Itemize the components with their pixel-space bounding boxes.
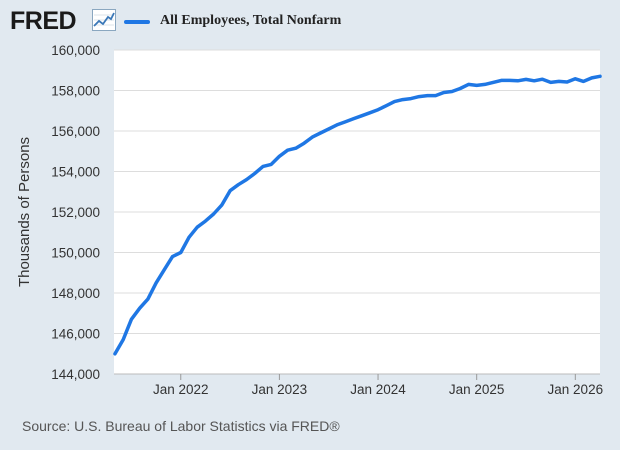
data-point[interactable] xyxy=(393,100,396,103)
data-point[interactable] xyxy=(335,123,339,127)
x-tick-label: Jan 2026 xyxy=(548,382,604,397)
data-point[interactable] xyxy=(549,81,552,84)
data-point[interactable] xyxy=(344,120,347,124)
data-point[interactable] xyxy=(245,178,248,181)
x-tick-label: Jan 2022 xyxy=(153,382,209,397)
data-point[interactable] xyxy=(582,80,585,83)
data-point[interactable] xyxy=(130,318,133,321)
data-point[interactable] xyxy=(475,84,478,87)
data-point[interactable] xyxy=(146,297,150,301)
data-point[interactable] xyxy=(261,165,265,168)
trend-line-icon xyxy=(92,9,116,31)
legend-swatch xyxy=(124,20,150,24)
y-tick-label: 146,000 xyxy=(51,327,100,342)
y-tick-label: 154,000 xyxy=(51,165,100,180)
data-point[interactable] xyxy=(204,219,207,223)
data-point[interactable] xyxy=(360,114,363,118)
data-point[interactable] xyxy=(163,268,166,271)
series-layer xyxy=(113,74,602,356)
data-point[interactable] xyxy=(598,75,602,78)
data-point[interactable] xyxy=(459,87,462,90)
y-tick-label: 160,000 xyxy=(51,43,100,58)
x-tick-label: Jan 2024 xyxy=(350,382,406,397)
data-point[interactable] xyxy=(417,95,421,98)
grid-lines xyxy=(114,49,600,375)
chart-header: FRED All Employees, Total Nonfarm xyxy=(10,6,610,36)
y-axis-label: Thousands of Persons xyxy=(16,137,33,287)
data-point[interactable] xyxy=(533,79,536,83)
data-point[interactable] xyxy=(171,255,174,258)
data-point[interactable] xyxy=(409,97,413,100)
x-axis-ticks: Jan 2022 Jan 2023 Jan 2024 Jan 2025 Jan 2026 xyxy=(153,374,603,397)
data-point[interactable] xyxy=(368,111,371,115)
data-point[interactable] xyxy=(122,338,125,341)
data-point[interactable] xyxy=(278,155,281,158)
data-point[interactable] xyxy=(376,108,380,111)
data-point[interactable] xyxy=(442,91,445,94)
data-point[interactable] xyxy=(541,78,544,81)
data-point[interactable] xyxy=(590,76,593,80)
y-tick-label: 156,000 xyxy=(51,124,100,139)
data-point[interactable] xyxy=(253,172,256,175)
data-point[interactable] xyxy=(524,78,528,81)
data-point[interactable] xyxy=(385,104,388,107)
data-point[interactable] xyxy=(565,80,569,84)
data-point[interactable] xyxy=(500,79,503,82)
data-point[interactable] xyxy=(311,135,314,139)
x-tick-label: Jan 2023 xyxy=(252,382,308,397)
data-point[interactable] xyxy=(228,189,232,192)
data-point[interactable] xyxy=(237,183,240,186)
y-tick-label: 152,000 xyxy=(51,205,100,220)
y-tick-label: 148,000 xyxy=(51,286,100,301)
y-tick-label: 158,000 xyxy=(51,84,100,99)
data-point[interactable] xyxy=(483,83,487,86)
data-point[interactable] xyxy=(574,77,577,81)
data-point[interactable] xyxy=(138,307,141,310)
y-axis-ticks: 144,000 146,000 148,000 150,000 152,000 154,0… xyxy=(51,43,100,382)
data-point[interactable] xyxy=(508,79,511,82)
data-point[interactable] xyxy=(212,212,215,216)
data-point[interactable] xyxy=(434,94,437,97)
data-point[interactable] xyxy=(294,147,297,150)
data-point[interactable] xyxy=(450,90,454,93)
data-point[interactable] xyxy=(516,79,519,83)
x-tick-label: Jan 2025 xyxy=(449,382,505,397)
data-point[interactable] xyxy=(113,352,117,355)
data-point[interactable] xyxy=(187,236,191,239)
data-point[interactable] xyxy=(302,142,306,145)
data-point[interactable] xyxy=(220,203,224,207)
series-line[interactable] xyxy=(113,74,602,356)
data-point[interactable] xyxy=(352,117,355,121)
source-note: Source: U.S. Bureau of Labor Statistics … xyxy=(22,418,340,434)
data-point[interactable] xyxy=(401,98,404,101)
data-point[interactable] xyxy=(154,281,158,285)
fred-logo[interactable]: FRED xyxy=(10,7,77,35)
y-tick-label: 144,000 xyxy=(51,367,100,382)
data-point[interactable] xyxy=(319,131,322,135)
data-point[interactable] xyxy=(286,149,289,152)
data-point[interactable] xyxy=(327,127,330,131)
data-point[interactable] xyxy=(179,251,182,254)
legend-label: All Employees, Total Nonfarm xyxy=(160,13,342,28)
data-point[interactable] xyxy=(426,94,429,97)
y-tick-label: 150,000 xyxy=(51,246,100,261)
data-point[interactable] xyxy=(467,83,470,86)
data-point[interactable] xyxy=(270,163,273,166)
data-point[interactable] xyxy=(491,81,495,84)
data-point[interactable] xyxy=(196,226,199,229)
data-point[interactable] xyxy=(557,80,561,83)
